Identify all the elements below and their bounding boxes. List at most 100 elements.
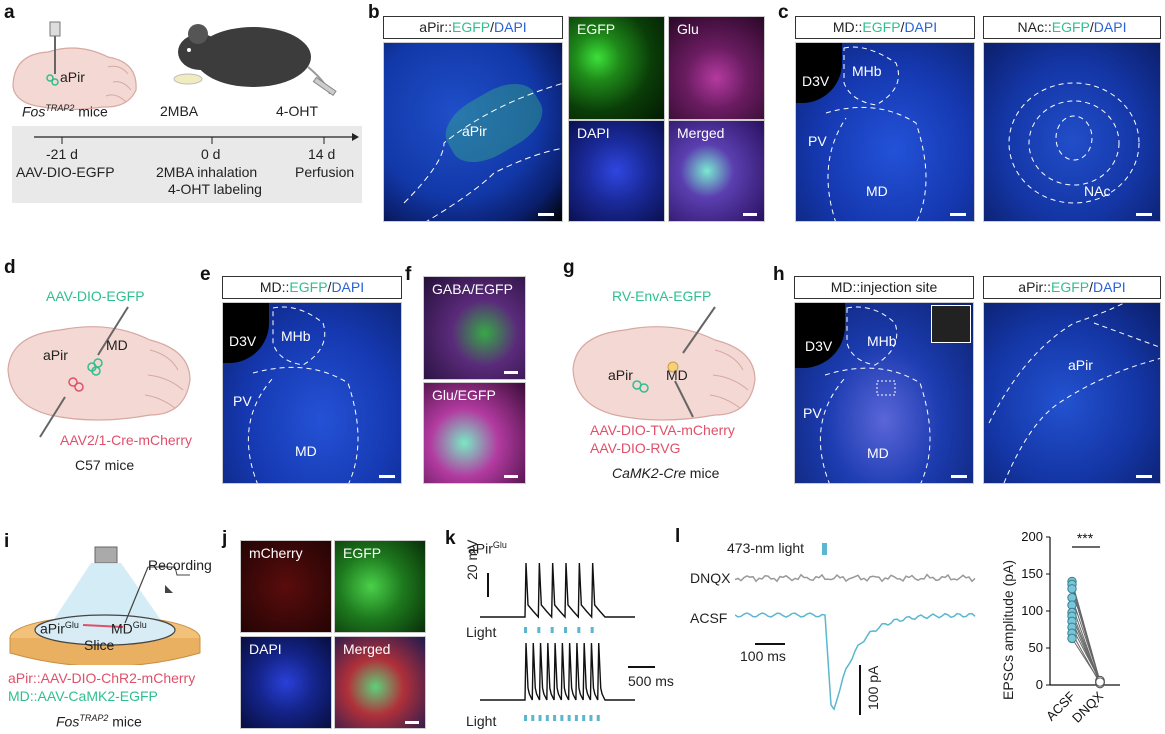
light-pulse bbox=[531, 715, 535, 721]
region-d3v: D3V bbox=[229, 333, 257, 349]
light-pulse bbox=[550, 627, 554, 633]
region-d3v: D3V bbox=[805, 338, 833, 354]
panel-l-trace1-label: DNQX bbox=[690, 570, 731, 586]
panel-label-k: k bbox=[445, 528, 456, 549]
pair-line bbox=[1071, 627, 1101, 681]
light-pulse bbox=[545, 715, 549, 721]
panel-g-brain-illustration bbox=[572, 306, 756, 421]
panel-label-a: a bbox=[4, 2, 15, 23]
light-pulse bbox=[553, 715, 557, 721]
scale-bar bbox=[538, 213, 554, 216]
acsf-point bbox=[1067, 633, 1077, 644]
panel-k-light2: Light bbox=[466, 713, 497, 729]
timeline-desc-1: AAV-DIO-EGFP bbox=[16, 164, 115, 180]
panel-l-tscale: 100 ms bbox=[740, 648, 786, 664]
light-pulse bbox=[538, 715, 542, 721]
trace-5hz bbox=[480, 642, 635, 701]
chart-ylabel: EPSCs amplitude (pA) bbox=[1000, 559, 1016, 700]
light-pulse bbox=[589, 715, 593, 721]
panel-l-light-pulse bbox=[822, 543, 827, 555]
panel-f-glu-image: Glu/EGFP bbox=[423, 382, 526, 484]
panel-b-dapi-image: DAPI bbox=[568, 120, 665, 222]
trace-acsf bbox=[735, 612, 976, 711]
region-apir: aPir bbox=[1068, 357, 1093, 373]
panel-c-md-image: D3V MHb PV MD bbox=[795, 42, 975, 222]
region-d3v: D3V bbox=[802, 73, 830, 89]
panel-k-vscale: 20 mV bbox=[464, 539, 480, 580]
light-pulse bbox=[537, 627, 541, 633]
panel-label-b: b bbox=[368, 2, 380, 23]
panel-label-g: g bbox=[563, 257, 575, 278]
region-mhb: MHb bbox=[281, 328, 311, 344]
panel-c-right-title: NAc::EGFP/DAPI bbox=[983, 16, 1161, 39]
panel-b-glu-image: Glu bbox=[668, 16, 765, 120]
panel-k-traces bbox=[480, 562, 655, 721]
panel-b-merged-image: Merged bbox=[668, 120, 765, 222]
light-pulse bbox=[590, 627, 594, 633]
panel-e-image: D3V MHb PV MD bbox=[222, 302, 402, 484]
panel-l-light: 473-nm light bbox=[727, 540, 805, 556]
panel-a-region: aPir bbox=[60, 69, 85, 85]
region-pv: PV bbox=[233, 393, 252, 409]
panel-label-c: c bbox=[778, 2, 789, 23]
timeline-time-3: 14 d bbox=[308, 146, 336, 162]
panel-k-cell: aPirGlu bbox=[468, 540, 507, 557]
panel-d-virus1: AAV-DIO-EGFP bbox=[46, 288, 145, 304]
panel-g-virus2: AAV-DIO-TVA-mCherry bbox=[590, 422, 735, 438]
y-tick-label: 200 bbox=[1021, 529, 1043, 544]
panel-i-virus2: MD::AAV-CaMK2-EGFP bbox=[8, 688, 158, 704]
panel-label-l: l bbox=[675, 526, 681, 547]
panel-g-virus1: RV-EnvA-EGFP bbox=[612, 288, 712, 304]
panel-i-mice: FosTRAP2 mice bbox=[56, 713, 142, 730]
panel-b-overview-image: aPir bbox=[383, 42, 563, 222]
panel-label-e: e bbox=[200, 264, 211, 285]
region-md: MD bbox=[295, 443, 317, 459]
y-tick-label: 150 bbox=[1021, 566, 1043, 581]
panel-h-apir-image: aPir bbox=[983, 302, 1161, 484]
panel-a-drug: 4-OHT bbox=[276, 103, 318, 119]
region-mhb: MHb bbox=[852, 63, 882, 79]
y-tick-label: 100 bbox=[1021, 603, 1043, 618]
panel-h-right-title: aPir::EGFP/DAPI bbox=[983, 276, 1161, 299]
panel-d-mice: C57 mice bbox=[75, 457, 135, 473]
significance-label: *** bbox=[1077, 530, 1094, 546]
light-pulse bbox=[577, 627, 581, 633]
region-mhb: MHb bbox=[867, 333, 897, 349]
panel-h-injection-image: D3V MHb PV MD bbox=[794, 302, 974, 484]
x-tick-label: DNQX bbox=[1069, 688, 1106, 725]
timeline-desc-2b: 4-OHT labeling bbox=[168, 181, 262, 197]
light-pulse bbox=[524, 715, 527, 721]
panel-c-nac-image: NAc bbox=[983, 42, 1161, 222]
panel-i-right-region: MDGlu bbox=[111, 620, 147, 637]
panel-g-region-md: MD bbox=[666, 367, 688, 383]
light-pulse bbox=[567, 715, 571, 721]
panel-h-left-title: MD::injection site bbox=[794, 276, 974, 299]
acsf-point bbox=[1067, 584, 1077, 594]
region-md: MD bbox=[866, 183, 888, 199]
panel-l-trace2-label: ACSF bbox=[690, 610, 728, 626]
panel-d-region-apir: aPir bbox=[43, 347, 68, 363]
panel-g-mice: CaMK2-Cre mice bbox=[612, 465, 720, 481]
light-pulse bbox=[524, 627, 527, 633]
panel-d-virus2: AAV2/1-Cre-mCherry bbox=[60, 432, 192, 448]
pair-line bbox=[1071, 597, 1101, 681]
panel-label-j: j bbox=[222, 528, 228, 549]
light-pulse bbox=[574, 715, 578, 721]
panel-a-illustration bbox=[12, 21, 337, 111]
region-nac: NAc bbox=[1084, 183, 1111, 199]
panel-b-title: aPir::EGFP/DAPI bbox=[383, 16, 563, 39]
panel-l-iscale: 100 pA bbox=[865, 665, 881, 710]
y-tick-label: 50 bbox=[1029, 640, 1043, 655]
panel-f-gaba-image: GABA/EGFP bbox=[423, 276, 526, 380]
panel-label-i: i bbox=[4, 531, 10, 552]
panel-a-mouse-line: FosTRAP2 mice bbox=[22, 103, 108, 120]
timeline-desc-2a: 2MBA inhalation bbox=[156, 164, 258, 180]
panel-a-odor: 2MBA bbox=[160, 103, 199, 119]
panel-k-tscale: 500 ms bbox=[628, 673, 674, 689]
region-pv: PV bbox=[808, 133, 827, 149]
panel-label-f: f bbox=[405, 264, 412, 285]
timeline-time-2: 0 d bbox=[201, 146, 221, 162]
timeline-desc-3: Perfusion bbox=[295, 164, 355, 180]
y-tick-label: 0 bbox=[1036, 677, 1043, 692]
trace-dnqx bbox=[735, 573, 976, 583]
